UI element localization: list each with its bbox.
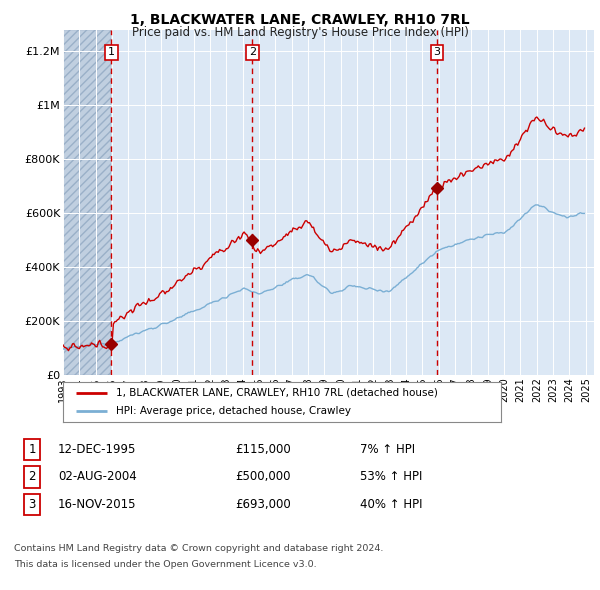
Text: Contains HM Land Registry data © Crown copyright and database right 2024.: Contains HM Land Registry data © Crown c… (14, 544, 383, 553)
Text: 1: 1 (28, 443, 36, 456)
Text: HPI: Average price, detached house, Crawley: HPI: Average price, detached house, Craw… (116, 406, 350, 416)
Text: Price paid vs. HM Land Registry's House Price Index (HPI): Price paid vs. HM Land Registry's House … (131, 26, 469, 39)
Text: 2: 2 (28, 470, 36, 483)
Text: 2: 2 (249, 47, 256, 57)
Text: 02-AUG-2004: 02-AUG-2004 (58, 470, 137, 483)
Text: 3: 3 (433, 47, 440, 57)
Text: 1, BLACKWATER LANE, CRAWLEY, RH10 7RL: 1, BLACKWATER LANE, CRAWLEY, RH10 7RL (130, 13, 470, 27)
Text: 12-DEC-1995: 12-DEC-1995 (58, 443, 136, 456)
Text: This data is licensed under the Open Government Licence v3.0.: This data is licensed under the Open Gov… (14, 560, 317, 569)
Text: £115,000: £115,000 (235, 443, 291, 456)
Text: 1: 1 (108, 47, 115, 57)
Text: £500,000: £500,000 (235, 470, 290, 483)
Text: 3: 3 (28, 498, 35, 511)
Text: 1, BLACKWATER LANE, CRAWLEY, RH10 7RL (detached house): 1, BLACKWATER LANE, CRAWLEY, RH10 7RL (d… (116, 388, 437, 398)
Text: £693,000: £693,000 (235, 498, 291, 511)
Text: 53% ↑ HPI: 53% ↑ HPI (360, 470, 422, 483)
Bar (63, 30, 112, 375)
Text: 16-NOV-2015: 16-NOV-2015 (58, 498, 137, 511)
Text: 40% ↑ HPI: 40% ↑ HPI (360, 498, 422, 511)
Bar (63, 30, 112, 375)
Text: 7% ↑ HPI: 7% ↑ HPI (360, 443, 415, 456)
